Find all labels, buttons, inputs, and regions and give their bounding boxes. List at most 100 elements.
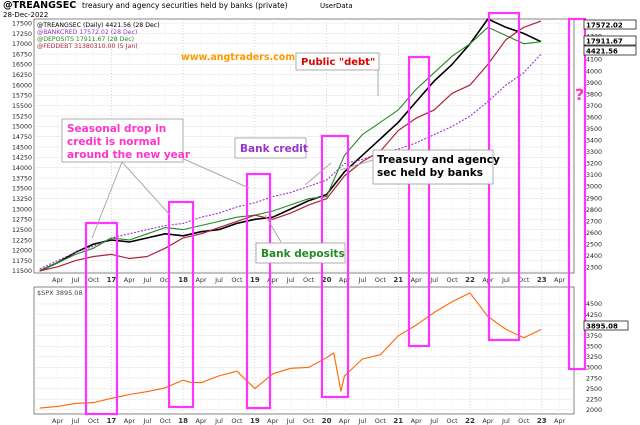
- x-tick-lower: Apr: [267, 417, 279, 425]
- y-tick-right: 3200: [586, 161, 602, 168]
- x-tick-lower: 23: [537, 417, 547, 425]
- x-tick-lower: Apr: [554, 417, 566, 425]
- y-tick-left: 13000: [12, 206, 32, 213]
- y-tick-lower: 3500: [586, 344, 602, 351]
- y-tick-left: 15000: [12, 124, 32, 131]
- y-tick-lower: 2250: [586, 396, 602, 403]
- x-tick-lower: Oct: [88, 417, 100, 425]
- x-tick-upper: Apr: [52, 276, 64, 284]
- y-tick-right: 3500: [586, 126, 602, 133]
- legend-deposits: @DEPOSITS 17911.67 (28 Dec): [37, 35, 134, 43]
- x-tick-upper: Jul: [429, 276, 438, 284]
- y-tick-right: 2800: [586, 207, 602, 214]
- y-tick-right: 2900: [586, 195, 602, 202]
- y-tick-left: 12500: [12, 227, 32, 234]
- x-tick-lower: Apr: [339, 417, 351, 425]
- y-tick-right: 3300: [586, 149, 602, 156]
- y-tick-left: 12750: [12, 217, 32, 224]
- annotation-line: sec held by banks: [377, 167, 483, 179]
- lower-panel: [34, 287, 574, 414]
- annotation-bank-deposits-text: Bank deposits: [261, 248, 345, 260]
- x-tick-lower: Apr: [52, 417, 64, 425]
- y-tick-left: 16000: [12, 82, 32, 89]
- x-tick-upper: 17: [107, 276, 117, 284]
- y-tick-right: 2600: [586, 230, 602, 237]
- x-tick-upper: Apr: [124, 276, 136, 284]
- x-tick-lower: 17: [107, 417, 117, 425]
- y-tick-left: 14500: [12, 144, 32, 151]
- y-tick-left: 11750: [12, 258, 32, 265]
- x-tick-lower: Jul: [214, 417, 223, 425]
- x-tick-upper: 21: [393, 276, 403, 284]
- y-tick-lower: 3000: [586, 365, 602, 372]
- y-tick-lower: 4250: [586, 312, 602, 319]
- annotation-public-debt: Public "debt": [296, 53, 379, 70]
- badge-deposits-text: 17911.67: [586, 38, 623, 46]
- annotation-bank-credit: Bank credit: [235, 138, 308, 158]
- badge-treangsec-text: 4421.56: [586, 48, 618, 56]
- x-tick-upper: Apr: [554, 276, 566, 284]
- badge-spx-text: 3895.08: [586, 323, 618, 331]
- legend-treangsec: @TREANGSEC (Daily) 4421.56 (28 Dec): [37, 21, 160, 29]
- x-tick-upper: Apr: [195, 276, 207, 284]
- x-tick-lower: Jul: [71, 417, 80, 425]
- y-tick-lower: 2500: [586, 386, 602, 393]
- y-tick-lower: 2750: [586, 375, 602, 382]
- x-tick-lower: Jul: [501, 417, 510, 425]
- x-tick-upper: Jul: [71, 276, 80, 284]
- x-tick-upper: 23: [537, 276, 547, 284]
- x-tick-lower: Apr: [411, 417, 423, 425]
- y-tick-lower: 2000: [586, 407, 602, 414]
- y-tick-left: 16250: [12, 72, 32, 79]
- y-tick-right: 3400: [586, 138, 602, 145]
- y-tick-left: 13500: [12, 186, 32, 193]
- x-tick-upper: Oct: [303, 276, 315, 284]
- annotation-bank-credit-text: Bank credit: [240, 143, 308, 155]
- x-tick-lower: Apr: [482, 417, 494, 425]
- y-tick-right: 4100: [586, 57, 602, 64]
- annotation-seasonal: Seasonal drop in credit is normal around t…: [62, 119, 191, 162]
- x-tick-lower: Oct: [375, 417, 387, 425]
- x-tick-upper: Jul: [214, 276, 223, 284]
- legend-bankcred: @BANKCRED 17572.02 (28 Dec): [37, 28, 137, 36]
- y-tick-left: 15500: [12, 103, 32, 110]
- x-tick-lower: Jul: [142, 417, 151, 425]
- y-tick-lower: 3250: [586, 354, 602, 361]
- y-tick-right: 2400: [586, 253, 602, 260]
- x-tick-lower: 22: [465, 417, 475, 425]
- y-tick-right: 2300: [586, 265, 602, 272]
- x-tick-lower: Jul: [286, 417, 295, 425]
- x-tick-lower: 18: [178, 417, 188, 425]
- x-tick-lower: Oct: [446, 417, 458, 425]
- x-tick-upper: Oct: [231, 276, 243, 284]
- y-tick-left: 14250: [12, 155, 32, 162]
- y-tick-right: 4000: [586, 68, 602, 75]
- y-tick-right: 3000: [586, 184, 602, 191]
- legend-spx: $SPX 3895.08: [37, 289, 83, 297]
- y-tick-right: 3800: [586, 91, 602, 98]
- x-tick-lower: Oct: [231, 417, 243, 425]
- x-tick-upper: 20: [322, 276, 332, 284]
- x-tick-upper: 18: [178, 276, 188, 284]
- y-tick-right: 3600: [586, 114, 602, 121]
- chart-symbol: @TREANGSEC: [3, 0, 76, 11]
- x-tick-upper: 19: [250, 276, 260, 284]
- x-tick-upper: Jul: [501, 276, 510, 284]
- x-tick-lower: Jul: [429, 417, 438, 425]
- y-tick-left: 15750: [12, 93, 32, 100]
- x-tick-lower: Apr: [124, 417, 136, 425]
- x-tick-lower: Oct: [160, 417, 172, 425]
- chart-source: UserData: [320, 2, 353, 10]
- y-tick-left: 16500: [12, 62, 32, 69]
- y-tick-left: 12000: [12, 248, 32, 255]
- badge-bankcred-text: 17572.02: [586, 22, 623, 30]
- y-tick-right: 3700: [586, 103, 602, 110]
- y-tick-left: 16750: [12, 51, 32, 58]
- y-tick-lower: 3750: [586, 333, 602, 340]
- x-tick-upper: Jul: [142, 276, 151, 284]
- x-tick-lower: 19: [250, 417, 260, 425]
- x-tick-lower: Jul: [358, 417, 367, 425]
- x-tick-lower: 21: [393, 417, 403, 425]
- y-tick-right: 3100: [586, 172, 602, 179]
- chart-date: 28-Dec-2022: [3, 11, 48, 19]
